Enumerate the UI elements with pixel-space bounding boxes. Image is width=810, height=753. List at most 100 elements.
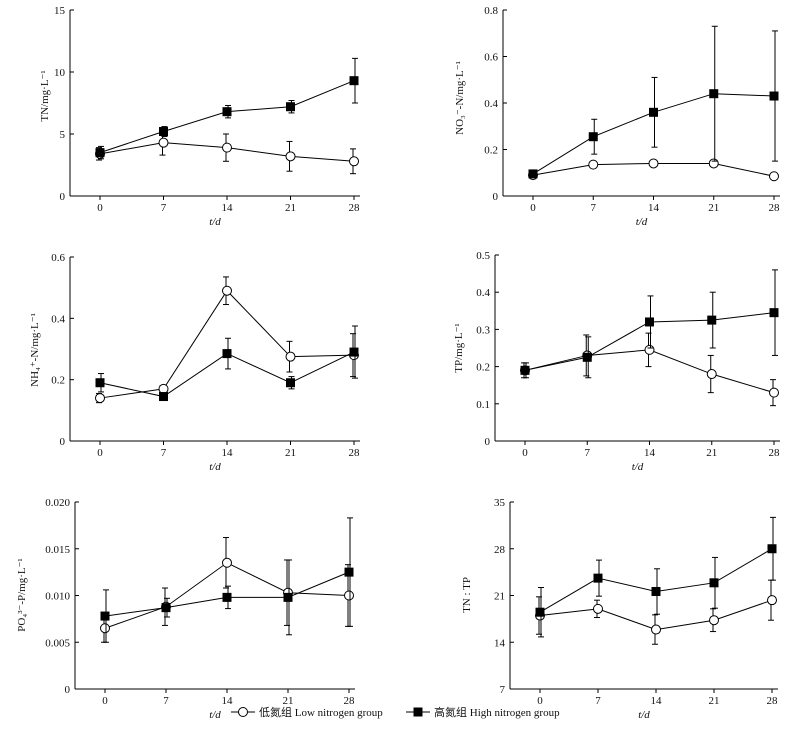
data-point [222,107,232,117]
y-tick-label: 5 [60,129,66,141]
x-tick-label: 14 [222,202,234,214]
x-tick-label: 7 [585,447,591,459]
data-point [645,317,654,327]
series-line [524,349,775,394]
y-tick-label: 10 [54,67,66,79]
series-high-nitrogen [95,57,359,160]
y-tick-label: 0 [493,191,499,203]
x-tick-label: 0 [537,695,543,707]
data-point [706,369,717,380]
data-point [95,148,105,158]
series-low-nitrogen [528,158,779,182]
x-tick-label: 21 [706,447,717,459]
data-point [158,383,169,394]
legend-high-marker [413,707,423,717]
data-point [651,586,661,596]
y-tick-label: 7 [500,684,506,696]
x-tick-label: 0 [102,695,108,707]
x-tick-label: 0 [97,202,103,214]
legend-low-marker [238,707,248,717]
chart-panel-4: 0 0.1 0.2 0.3 0.4 0.5 0 7 14 21 28 t/d TP/mg·L⁻¹ [453,250,780,473]
data-point [159,127,168,137]
x-tick-label: 21 [708,202,719,214]
data-point [767,544,777,554]
x-tick-label: 14 [644,447,656,459]
y-axis-title: NO₃⁻-N/mg·L⁻¹ [454,61,466,135]
data-point [769,171,779,182]
data-point [158,137,169,148]
data-point [588,132,598,142]
series-low-nitrogen [95,276,359,404]
x-axis-title: t/d [209,216,221,228]
x-tick-label: 21 [285,202,296,214]
y-tick-label: 0.2 [476,362,490,374]
data-point [769,91,779,101]
data-point [707,315,717,325]
y-tick-label: 0.2 [51,375,65,387]
series-high-nitrogen [95,325,359,402]
data-point [651,624,661,635]
series-high-nitrogen [100,517,354,643]
x-tick-label: 28 [344,695,356,707]
data-point [649,107,658,117]
y-tick-label: 0.1 [476,399,490,411]
y-tick-label: 0.2 [484,145,498,157]
series-line [539,548,773,613]
y-tick-label: 0 [60,436,66,448]
data-point [648,158,659,169]
y-axis-title: TN : TP [461,577,473,613]
x-tick-label: 0 [530,202,536,214]
x-tick-label: 28 [349,202,361,214]
series-high-nitrogen [520,269,779,379]
data-point [222,592,232,602]
data-point [588,159,599,170]
data-point [100,611,110,621]
y-tick-label: 0.3 [476,324,490,336]
legend-low-label: 低氮组 Low nitrogen group [259,705,383,719]
legend-high-label: 高氮组 High nitrogen group [434,705,560,719]
data-point [520,365,530,375]
data-point [349,347,359,357]
data-point [767,595,777,606]
data-point [344,567,354,577]
x-tick-label: 28 [349,447,361,459]
x-tick-label: 7 [595,695,601,707]
series-low-nitrogen [95,129,359,175]
data-point [161,603,171,613]
y-tick-label: 0.5 [476,250,490,262]
series-high-nitrogen [528,25,779,179]
x-tick-label: 14 [651,695,663,707]
y-tick-label: 0.4 [476,287,490,299]
x-tick-label: 14 [648,202,660,214]
y-tick-label: 0.6 [51,252,65,264]
data-point [709,578,719,588]
y-tick-label: 0.010 [45,591,70,603]
x-axis-title: t/d [209,461,221,473]
data-point [769,308,779,318]
y-tick-label: 0.015 [45,544,70,556]
x-tick-label: 0 [97,447,103,459]
series-line [99,351,355,398]
data-point [349,156,359,167]
y-tick-label: 0.4 [51,313,65,325]
x-tick-label: 14 [222,695,234,707]
x-tick-label: 28 [767,695,779,707]
data-point [644,344,655,355]
chart-panel-6: 7 14 21 28 35 0 7 14 21 28 t/d TN : TP [461,497,778,721]
data-point [222,557,232,568]
x-axis-title: t/d [209,709,221,721]
data-point [709,615,719,626]
y-tick-label: 28 [494,544,506,556]
data-point [286,102,295,112]
x-tick-label: 14 [222,447,234,459]
x-tick-label: 28 [769,447,781,459]
data-point [344,590,354,601]
y-tick-label: 0.020 [45,497,70,509]
data-point [95,393,105,404]
data-point [535,607,545,617]
y-axis-title: NH₄⁺-N/mg·L⁻¹ [29,313,41,387]
x-tick-label: 7 [161,447,167,459]
y-tick-label: 14 [494,637,506,649]
y-axis-title: TN/mg·L⁻¹ [39,70,51,121]
